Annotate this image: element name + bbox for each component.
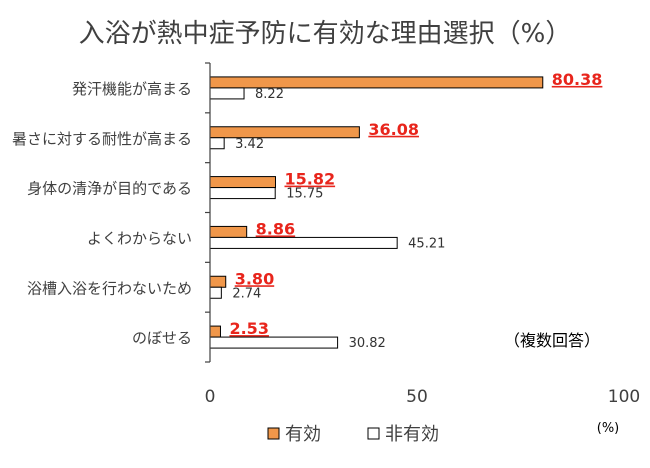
unit-label: (%) [597,421,620,436]
value-label-yuko: 2.53 [229,319,268,338]
bar-yuko [209,176,276,189]
legend-swatch-hiyuko [367,427,380,440]
value-label-hiyuko: 15.75 [286,187,323,202]
bar-hiyuko [209,187,276,200]
category-label: 発汗機能が高まる [72,80,192,98]
value-label-hiyuko: 8.22 [255,87,284,102]
bar-hiyuko [209,137,225,150]
chart-title: 入浴が熱中症予防に有効な理由選択（%） [79,19,572,49]
value-label-yuko: 3.80 [235,269,274,288]
bar-yuko [209,225,248,238]
value-label-yuko: 36.08 [368,120,419,139]
bar-yuko [209,325,221,338]
bar-hiyuko [209,236,398,249]
x-tick-label: 50 [406,387,428,407]
value-label-yuko: 15.82 [284,170,335,189]
legend: 有効 非有効 [267,424,439,445]
category-label: 浴槽入浴を行わないため [27,279,192,297]
legend-label-yuko: 有効 [285,424,321,445]
bar-hiyuko [209,87,245,100]
value-label-hiyuko: 30.82 [349,336,386,351]
value-label-hiyuko: 2.74 [232,286,261,301]
category-label: 暑さに対する耐性が高まる [12,130,192,148]
category-label: 身体の清浄が目的である [27,180,192,198]
value-label-hiyuko: 45.21 [408,236,445,251]
legend-label-hiyuko: 非有効 [385,424,439,445]
bar-yuko [209,126,360,139]
annotation-note: （複数回答） [504,331,600,350]
category-label: よくわからない [87,229,192,247]
value-label-yuko: 8.86 [256,219,295,238]
bar-hiyuko [209,286,222,299]
category-label: のぼせる [132,329,192,347]
plot-area: 発汗機能が高まる暑さに対する耐性が高まる身体の清浄が目的であるよくわからない浴槽… [12,62,640,407]
legend-swatch-yuko [267,427,280,440]
bar-yuko [209,275,227,288]
bar-hiyuko [209,336,339,349]
x-tick-label: 100 [608,387,640,407]
x-tick-label: 0 [205,387,216,407]
value-label-hiyuko: 3.42 [235,137,264,152]
value-label-yuko: 80.38 [552,70,603,89]
